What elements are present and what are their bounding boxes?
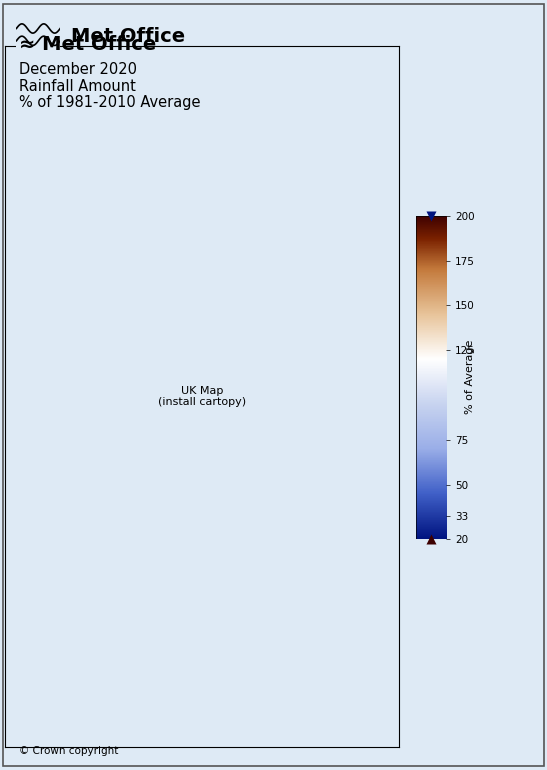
Text: % of 1981-2010 Average: % of 1981-2010 Average: [19, 95, 201, 110]
Text: Met Office: Met Office: [71, 27, 185, 46]
Text: UK Map
(install cartopy): UK Map (install cartopy): [158, 386, 247, 407]
Text: December 2020: December 2020: [19, 62, 137, 76]
Text: % of Average: % of Average: [465, 340, 475, 414]
Text: © Crown copyright: © Crown copyright: [19, 746, 119, 756]
Text: ≈ Met Office: ≈ Met Office: [19, 35, 156, 55]
Text: ≋ Met Office: ≋ Met Office: [19, 35, 156, 55]
Text: Rainfall Amount: Rainfall Amount: [19, 79, 136, 93]
